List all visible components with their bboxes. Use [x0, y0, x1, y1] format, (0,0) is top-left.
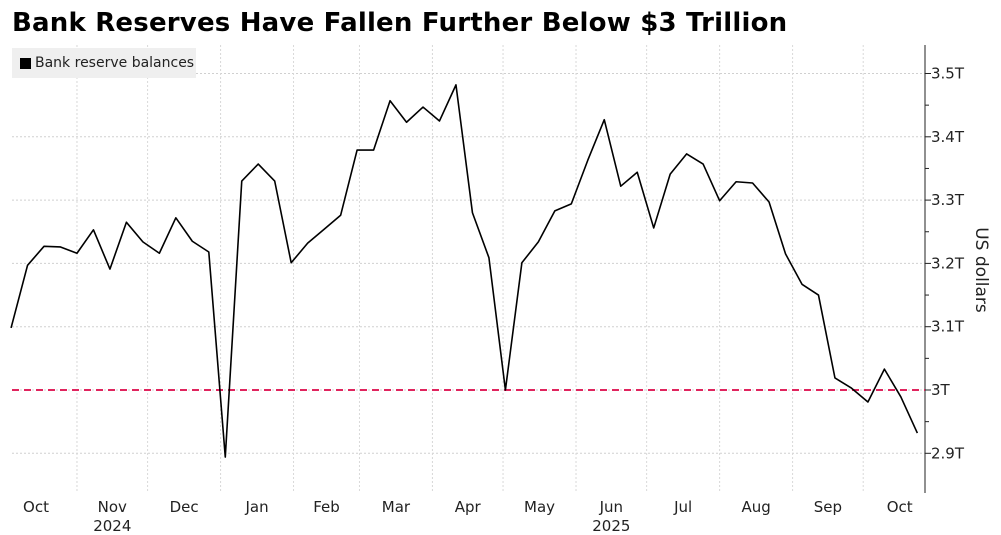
x-year-label: 2025 [592, 517, 630, 535]
y-tick-label: 3.2T [931, 254, 965, 272]
y-tick-label: 3.1T [931, 318, 965, 336]
x-tick-label: May [524, 498, 555, 516]
x-tick-label: Jan [244, 498, 268, 516]
x-tick-label: Apr [455, 498, 482, 516]
x-tick-label: Feb [313, 498, 340, 516]
x-tick-label: Nov [98, 498, 127, 516]
y-tick-label: 3.4T [931, 128, 965, 146]
legend-label: Bank reserve balances [35, 55, 195, 71]
x-year-label: 2024 [93, 517, 131, 535]
x-tick-label: Oct [887, 498, 913, 516]
x-tick-label: Sep [814, 498, 842, 516]
x-tick-label: Aug [741, 498, 770, 516]
y-axis-title: US dollars [971, 227, 991, 313]
y-tick-label: 3.3T [931, 191, 965, 209]
x-tick-label: Mar [382, 498, 411, 516]
y-tick-label: 2.9T [931, 444, 965, 462]
y-tick-label: 3.5T [931, 65, 965, 83]
series-line [10, 84, 919, 458]
y-tick-label: 3T [931, 381, 951, 399]
x-tick-label: Jun [599, 498, 623, 516]
chart-title: Bank Reserves Have Fallen Further Below … [12, 8, 788, 38]
x-tick-label: Oct [23, 498, 49, 516]
legend-swatch [20, 57, 31, 69]
x-tick-label: Jul [673, 498, 692, 516]
x-tick-label: Dec [170, 498, 199, 516]
legend: Bank reserve balances [12, 48, 196, 78]
